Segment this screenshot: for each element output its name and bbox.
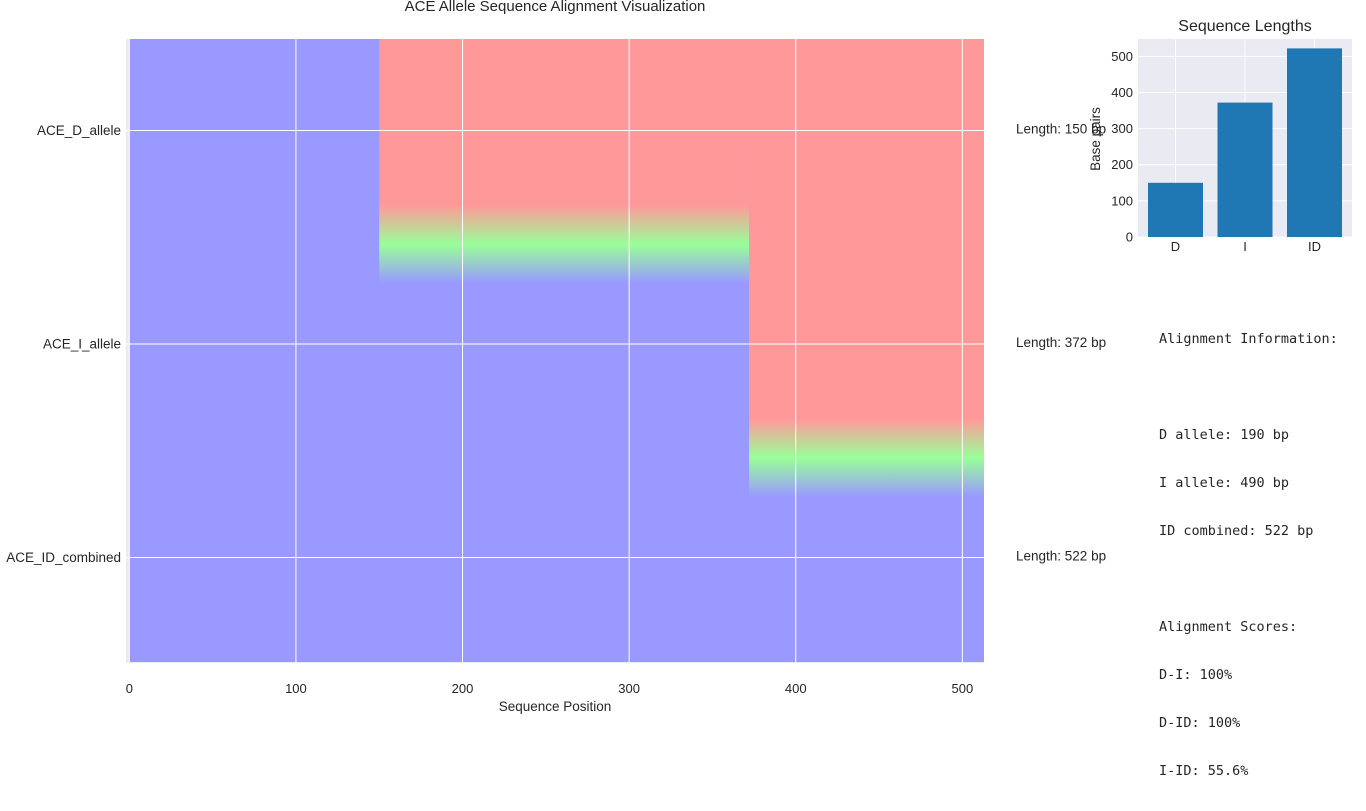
score-d-id: D-ID: 100% bbox=[1159, 715, 1241, 731]
bar-d bbox=[1148, 182, 1203, 237]
alignment-row-labels: ACE_D_allele ACE_I_allele ACE_ID_combined bbox=[6, 123, 121, 565]
length-label: Length: 522 bp bbox=[1016, 549, 1106, 564]
gap-region-2 bbox=[749, 258, 984, 366]
y-tick-label: 100 bbox=[1111, 193, 1133, 208]
y-tick-label: 400 bbox=[1111, 85, 1133, 100]
alignment-cells bbox=[129, 39, 984, 662]
x-tick-label: ID bbox=[1308, 239, 1321, 254]
bar-i bbox=[1217, 102, 1273, 237]
row-label: ACE_I_allele bbox=[43, 337, 121, 352]
lengths-y-axis-label: Base pairs bbox=[1088, 107, 1103, 171]
info-spacer bbox=[1159, 571, 1359, 587]
lengths-title: Sequence Lengths bbox=[1178, 18, 1311, 35]
lengths-chart: 0 100 200 300 400 500 D I ID Sequence Lengths B… bbox=[1088, 18, 1352, 254]
alignment-length-labels: Length: 150 bp Length: 372 bp Length: 522 … bbox=[1016, 122, 1106, 564]
figure-canvas: 0 100 200 300 400 500 ACE_D_allele ACE_I_allel… bbox=[6, 0, 1352, 714]
alignment-gridlines bbox=[126, 39, 984, 663]
figure: 0 100 200 300 400 500 ACE_D_allele ACE_I_allel… bbox=[6, 0, 1352, 779]
x-tick-label: I bbox=[1243, 239, 1247, 254]
y-tick-label: 300 bbox=[1111, 121, 1133, 136]
lengths-y-tick-labels: 0 100 200 300 400 500 bbox=[1111, 49, 1133, 245]
x-tick-label: 0 bbox=[126, 681, 133, 696]
bar-id bbox=[1287, 48, 1342, 237]
alignment-x-axis-label: Sequence Position bbox=[499, 699, 612, 714]
row-label: ACE_D_allele bbox=[37, 123, 121, 138]
length-label: Length: 150 bp bbox=[1016, 122, 1106, 137]
length-label: Length: 372 bp bbox=[1016, 335, 1106, 350]
x-tick-label: D bbox=[1171, 239, 1180, 254]
match-transition-1 bbox=[379, 152, 750, 330]
info-line-d-allele: D allele: 190 bp bbox=[1159, 427, 1290, 443]
row-label: ACE_ID_combined bbox=[6, 550, 121, 565]
info-line-id-combined: ID combined: 522 bp bbox=[1159, 523, 1314, 539]
scores-heading: Alignment Scores: bbox=[1159, 619, 1298, 635]
y-tick-label: 200 bbox=[1111, 157, 1133, 172]
x-tick-label: 500 bbox=[951, 681, 973, 696]
score-i-id: I-ID: 55.6% bbox=[1159, 763, 1249, 779]
info-line-i-allele: I allele: 490 bp bbox=[1159, 475, 1290, 491]
x-tick-label: 400 bbox=[785, 681, 807, 696]
alignment-title: ACE Allele Sequence Alignment Visualizat… bbox=[405, 0, 706, 15]
info-heading: Alignment Information: bbox=[1159, 331, 1338, 347]
x-tick-label: 300 bbox=[618, 681, 640, 696]
gap-region-1 bbox=[379, 39, 984, 153]
x-tick-label: 200 bbox=[452, 681, 474, 696]
y-tick-label: 0 bbox=[1126, 230, 1133, 245]
alignment-chart: 0 100 200 300 400 500 ACE_D_allele ACE_I_allel… bbox=[6, 0, 1106, 714]
lengths-bars bbox=[1148, 48, 1342, 237]
x-tick-label: 100 bbox=[285, 681, 307, 696]
alignment-x-tick-labels: 0 100 200 300 400 500 bbox=[126, 681, 973, 696]
y-tick-label: 500 bbox=[1111, 49, 1133, 64]
info-spacer bbox=[1159, 379, 1359, 395]
score-d-i: D-I: 100% bbox=[1159, 667, 1233, 683]
match-transition-2 bbox=[749, 366, 984, 543]
lengths-x-tick-labels: D I ID bbox=[1171, 239, 1321, 254]
alignment-info-panel: Alignment Information: D allele: 190 bp … bbox=[1159, 299, 1359, 811]
